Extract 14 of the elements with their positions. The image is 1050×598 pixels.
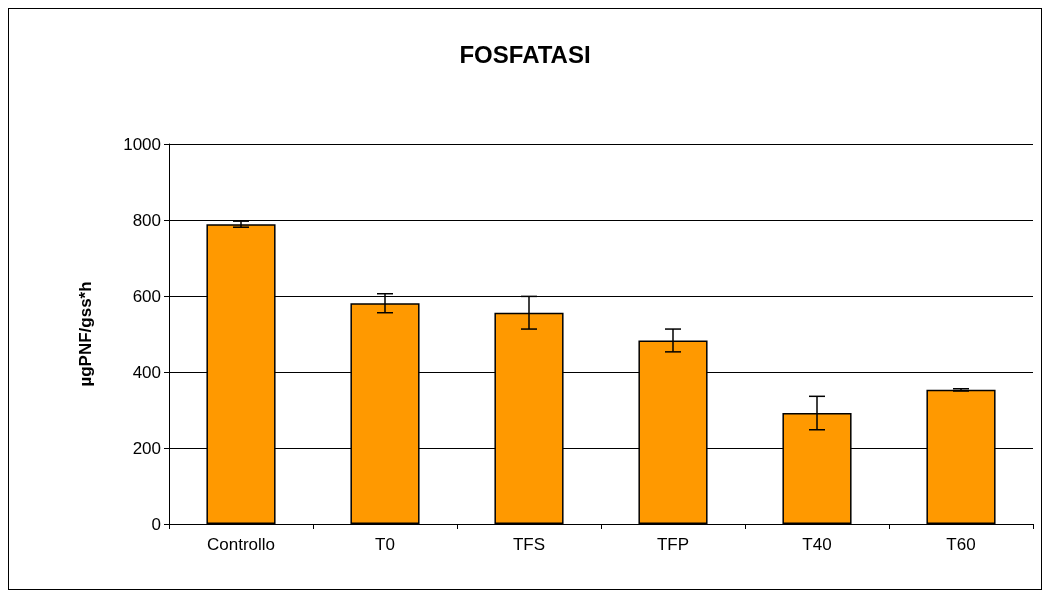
x-tick-label: T60 [946,535,976,554]
chart-title: FOSFATASI [459,40,591,68]
y-tick-label: 1000 [123,134,161,154]
x-tick-label: Controllo [206,535,276,554]
y-axis-title: µgPNF/gss*h [76,281,95,387]
y-tick-label: 0 [151,514,161,534]
x-tick-label: T40 [802,535,832,554]
y-tick-label: 800 [132,210,161,230]
y-tick-label: 400 [132,362,161,382]
y-tick-label: 600 [132,286,161,306]
x-tick-label: TFS [512,535,546,554]
x-tick-label: TFP [656,535,690,554]
y-tick-label: 200 [132,438,161,458]
x-tick-label: T0 [375,535,395,554]
